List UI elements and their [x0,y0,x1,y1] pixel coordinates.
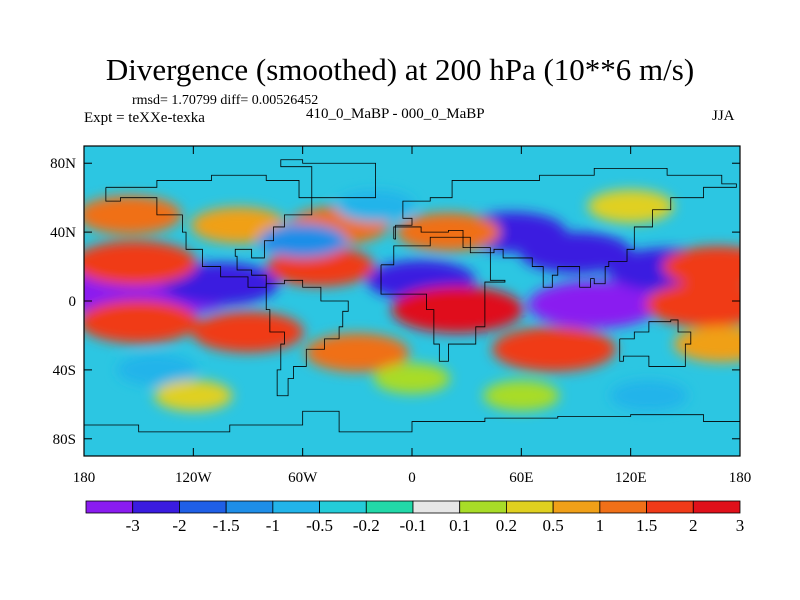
x-tick-label-1: 120W [175,470,213,486]
colorbar-swatch-8 [459,500,507,514]
divergence-field [84,146,740,456]
field-feature-11 [391,286,524,334]
field-feature-3 [528,280,661,329]
field-feature-6 [520,232,632,274]
coastline-4 [619,319,692,367]
field-feature-22 [258,223,347,258]
colorbar-swatch-4 [272,500,320,514]
y-tick-label-0: 80N [50,156,76,172]
field-feature-8 [84,240,198,286]
experiment-label: Expt = teXXe-texka [84,110,205,126]
colorbar-label-0: -3 [125,516,140,535]
field-feature-24 [587,189,674,223]
colorbar-swatch-3 [225,500,274,514]
x-tick-label-4: 60E [509,470,533,486]
y-tick-label-3: 40S [53,363,76,379]
field-feature-2 [162,262,279,305]
x-tick-label-0: 180 [73,470,96,486]
colorbar-swatch-12 [646,500,694,514]
colorbar-swatch-7 [412,500,461,514]
y-tick-label-4: 80S [53,432,76,448]
x-tick-label-5: 120E [615,470,647,486]
colorbar-swatch-1 [132,500,180,514]
colorbar-label-13: 3 [735,516,745,535]
colorbar-swatch-6 [365,500,414,514]
coastline-1 [265,279,349,397]
colorbar-swatch-10 [552,500,601,514]
x-tick-label-2: 60W [288,470,318,486]
y-axis: 80N 40N 0 40S 80S [50,156,740,448]
field-feature-29 [483,380,560,411]
colorbar-label-6: -0.1 [399,516,427,535]
chart-title: Divergence (smoothed) at 200 hPa (10**6 … [105,52,695,87]
field-feature-21 [673,325,740,363]
x-axis: 180 120W 60W 0 60E 120E 180 [73,146,752,486]
colorbar-label-12: 2 [689,516,698,535]
field-feature-16 [305,333,410,373]
colorbar-label-10: 1 [595,516,605,535]
colorbar-swatch-0 [85,500,134,514]
field-feature-9 [84,299,199,344]
stats-text: rmsd= 1.70799 diff= 0.00526452 [132,93,319,108]
coastline-6 [280,159,376,199]
coastline-5 [84,410,740,456]
field-feature-14 [662,245,740,288]
comparison-subtitle: 410_0_MaBP - 000_0_MaBP [306,106,485,122]
colorbar-swatch-5 [319,500,367,514]
y-tick-label-2: 0 [69,294,77,310]
field-feature-12 [492,326,617,372]
coastline-0 [105,174,313,288]
field-feature-23 [335,190,416,223]
x-tick-label-3: 0 [408,470,416,486]
coastline-layer [84,159,740,456]
colorbar-label-5: -0.2 [352,516,380,535]
field-feature-13 [645,282,740,327]
field-feature-10 [192,311,304,353]
colorbar-label-11: 1.5 [635,516,658,535]
x-tick-label-6: 180 [729,470,752,486]
y-tick-label-1: 40N [50,225,76,241]
colorbar-label-3: -1 [265,516,280,535]
colorbar-label-7: 0.1 [449,516,471,535]
colorbar-label-4: -0.5 [306,516,334,535]
colorbar-label-1: -2 [172,516,187,535]
colorbar-swatch-2 [179,500,227,514]
colorbar-label-2: -1.5 [212,516,240,535]
field-feature-27 [374,363,450,394]
colorbar [85,500,741,514]
colorbar-label-9: 0.5 [542,516,564,535]
colorbar-swatch-11 [599,500,647,514]
field-feature-28 [154,380,233,412]
colorbar-swatch-13 [692,500,741,514]
colorbar-label-8: 0.2 [495,516,518,535]
coastline-3 [393,167,737,288]
colorbar-swatch-9 [506,500,554,514]
season-label: JJA [712,108,735,124]
field-feature-25 [609,380,688,412]
coastline-2 [380,236,506,362]
field-feature-26 [116,354,197,386]
